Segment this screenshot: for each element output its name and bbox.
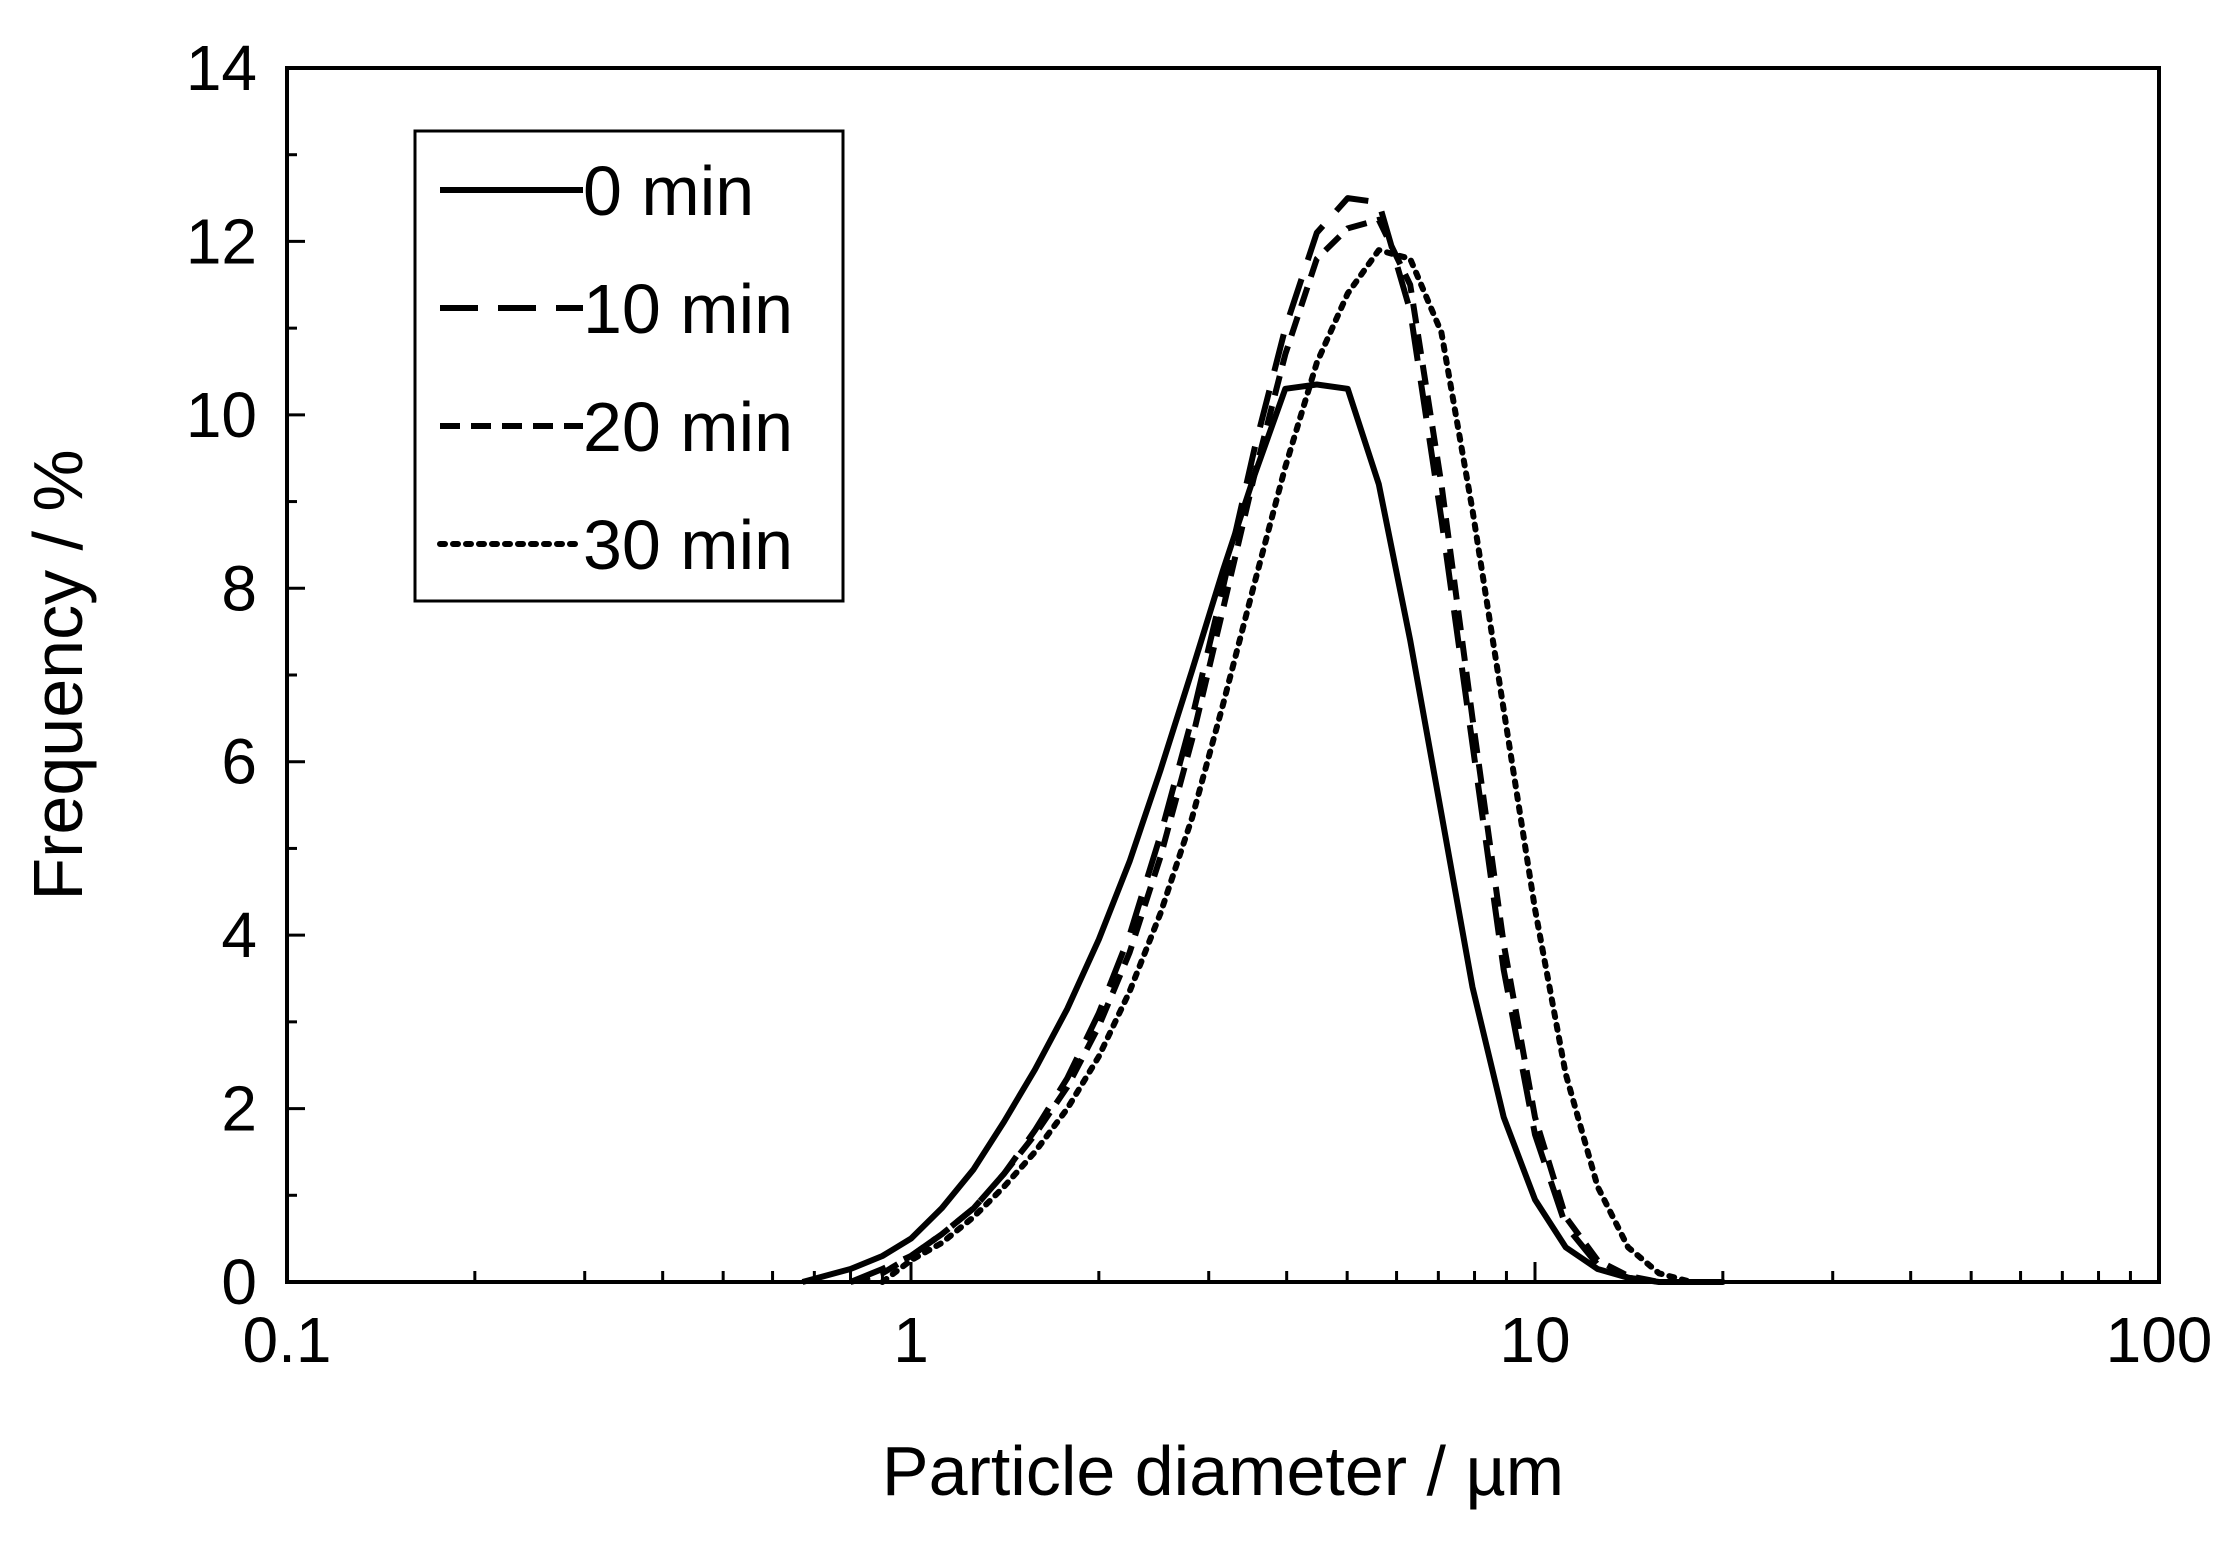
y-tick-label: 8: [221, 552, 257, 624]
y-tick-label: 12: [186, 205, 257, 277]
y-axis-ticks: 0 2 4 6 8 10 12 14: [186, 32, 305, 1318]
legend-label: 20 min: [583, 388, 793, 466]
x-tick-label: 100: [2106, 1304, 2213, 1376]
x-tick-label: 0.1: [243, 1304, 332, 1376]
y-tick-label: 0: [221, 1246, 257, 1318]
x-axis-title: Particle diameter / µm: [882, 1432, 1564, 1510]
series-line-10-min: [849, 195, 1723, 1285]
y-tick-label: 6: [221, 726, 257, 798]
x-axis-ticks: 0.1 1 10 100: [243, 1262, 2213, 1376]
legend-box: [413, 129, 845, 603]
y-axis-title: Frequency / %: [19, 449, 97, 900]
y-tick-label: 10: [186, 379, 257, 451]
series-line-20-min: [849, 216, 1723, 1285]
y-tick-label: 14: [186, 32, 257, 104]
x-tick-label: 10: [1499, 1304, 1570, 1376]
y-tick-label: 2: [221, 1073, 257, 1145]
x-tick-label: 1: [893, 1304, 929, 1376]
series-line-30-min: [879, 247, 1726, 1285]
series-layer: [801, 195, 1726, 1285]
legend: 0 min 10 min 20 min 30 min: [413, 129, 845, 603]
legend-label: 10 min: [583, 270, 793, 348]
legend-label: 0 min: [583, 152, 754, 230]
legend-label: 30 min: [583, 506, 793, 584]
legend-items: 0 min 10 min 20 min 30 min: [437, 152, 793, 584]
series-line-0-min: [801, 381, 1723, 1285]
y-tick-label: 4: [221, 899, 257, 971]
